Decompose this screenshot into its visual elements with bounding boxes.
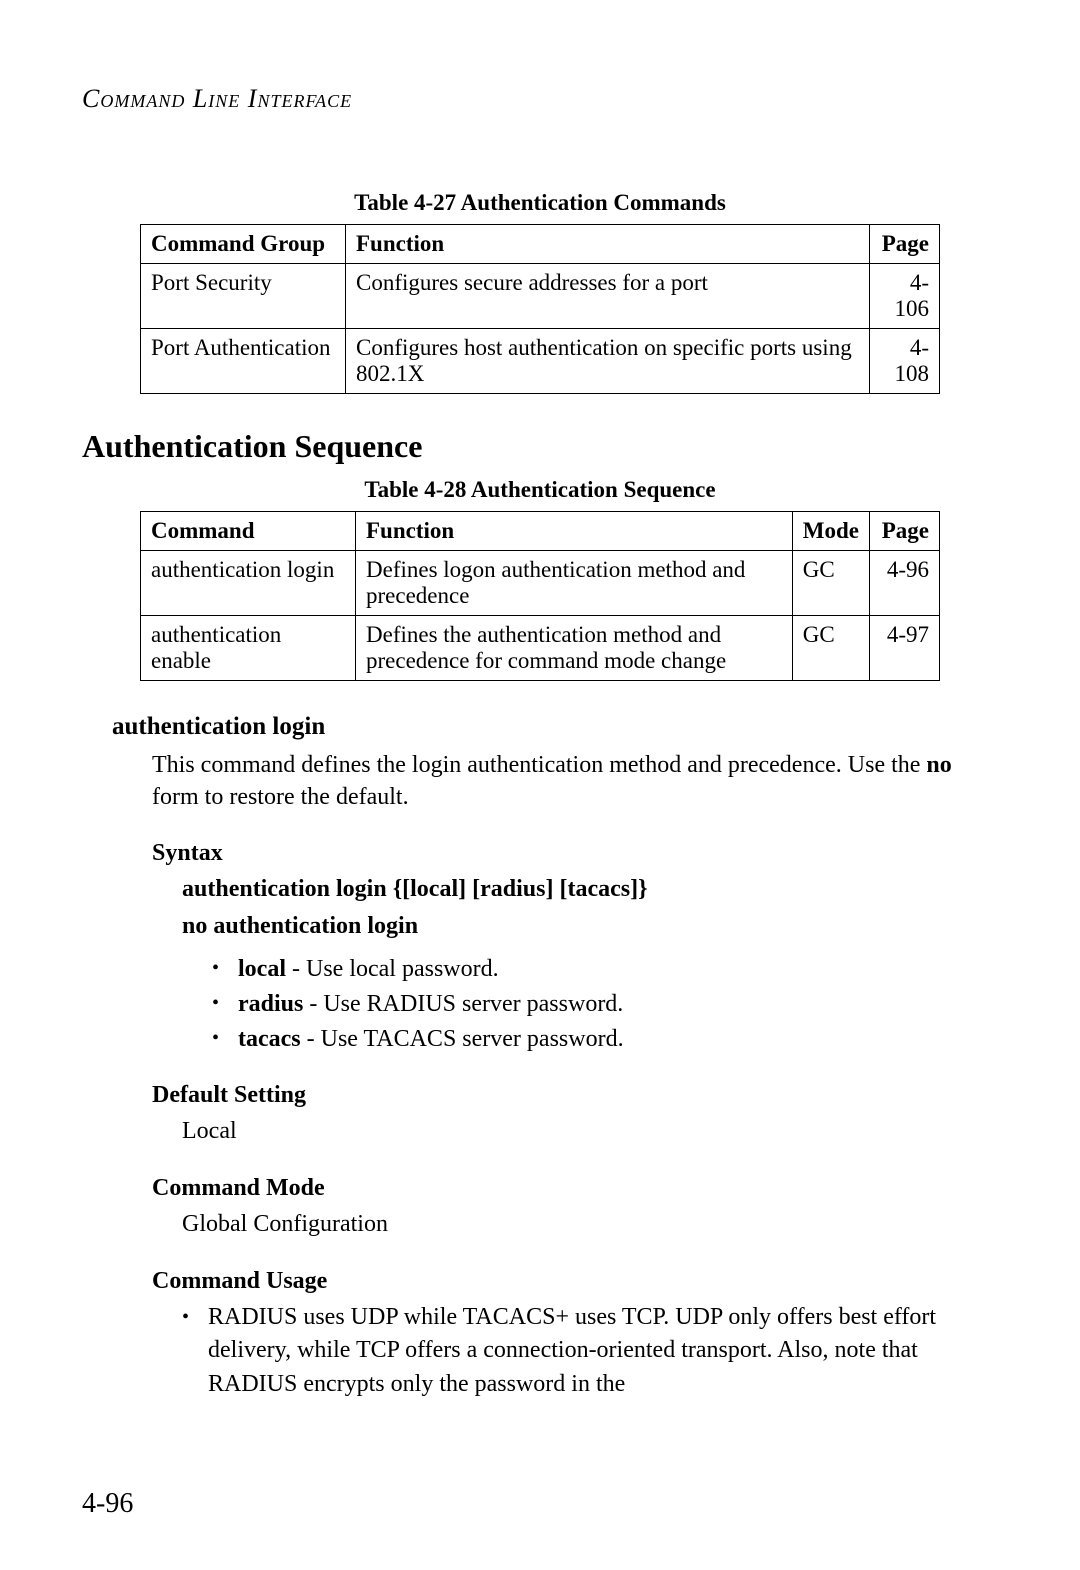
t2-r1c1: Defines the authentication method and pr…	[356, 616, 793, 681]
t1-r1c1: Configures host authentication on specif…	[346, 329, 870, 394]
param-local-text: - Use local password.	[286, 956, 499, 982]
t2-r1c2: GC	[792, 616, 869, 681]
t2-h0: Command	[141, 512, 356, 551]
default-label: Default Setting	[152, 1082, 998, 1109]
table-auth-sequence: Command Function Mode Page authenticatio…	[140, 511, 940, 681]
desc-part1: This command defines the login authentic…	[152, 752, 926, 778]
param-tacacs: tacacs - Use TACACS server password.	[212, 1022, 998, 1057]
t2-r1c3: 4-97	[870, 616, 940, 681]
syntax-label: Syntax	[152, 840, 998, 867]
desc-no: no	[926, 752, 951, 778]
param-tacacs-key: tacacs	[238, 1026, 301, 1052]
param-radius: radius - Use RADIUS server password.	[212, 987, 998, 1022]
t2-h3: Page	[870, 512, 940, 551]
section-heading: Authentication Sequence	[82, 428, 998, 465]
mode-value: Global Configuration	[182, 1208, 998, 1242]
table-auth-commands: Command Group Function Page Port Securit…	[140, 224, 940, 394]
desc-part2: form to restore the default.	[152, 784, 409, 810]
usage-item: RADIUS uses UDP while TACACS+ uses TCP. …	[182, 1301, 998, 1402]
syntax-line2: no authentication login	[182, 910, 998, 944]
param-local-key: local	[238, 956, 286, 982]
t1-r0c1: Configures secure addresses for a port	[346, 264, 870, 329]
table2-caption: Table 4-28 Authentication Sequence	[82, 477, 998, 503]
t1-r1c0: Port Authentication	[141, 329, 346, 394]
param-radius-text: - Use RADIUS server password.	[303, 991, 623, 1017]
param-list: local - Use local password. radius - Use…	[212, 952, 998, 1056]
syntax-line1: authentication login {[local] [radius] […	[182, 873, 998, 907]
page-number: 4-96	[82, 1488, 133, 1520]
command-description: This command defines the login authentic…	[152, 749, 968, 814]
param-tacacs-text: - Use TACACS server password.	[301, 1026, 624, 1052]
t1-r1c2: 4-108	[870, 329, 940, 394]
param-radius-key: radius	[238, 991, 303, 1017]
t2-h1: Function	[356, 512, 793, 551]
t2-h2: Mode	[792, 512, 869, 551]
default-value: Local	[182, 1115, 998, 1149]
page-header: Command Line Interface	[82, 84, 998, 114]
t2-r1c0: authentication enable	[141, 616, 356, 681]
usage-list: RADIUS uses UDP while TACACS+ uses TCP. …	[182, 1301, 998, 1402]
t2-r0c2: GC	[792, 551, 869, 616]
usage-label: Command Usage	[152, 1268, 998, 1295]
t2-r0c0: authentication login	[141, 551, 356, 616]
t1-r0c0: Port Security	[141, 264, 346, 329]
t1-h1: Function	[346, 225, 870, 264]
command-heading: authentication login	[112, 713, 998, 741]
t2-r0c1: Defines logon authentication method and …	[356, 551, 793, 616]
t2-r0c3: 4-96	[870, 551, 940, 616]
t1-h2: Page	[870, 225, 940, 264]
mode-label: Command Mode	[152, 1175, 998, 1202]
table1-caption: Table 4-27 Authentication Commands	[82, 190, 998, 216]
param-local: local - Use local password.	[212, 952, 998, 987]
t1-r0c2: 4-106	[870, 264, 940, 329]
t1-h0: Command Group	[141, 225, 346, 264]
